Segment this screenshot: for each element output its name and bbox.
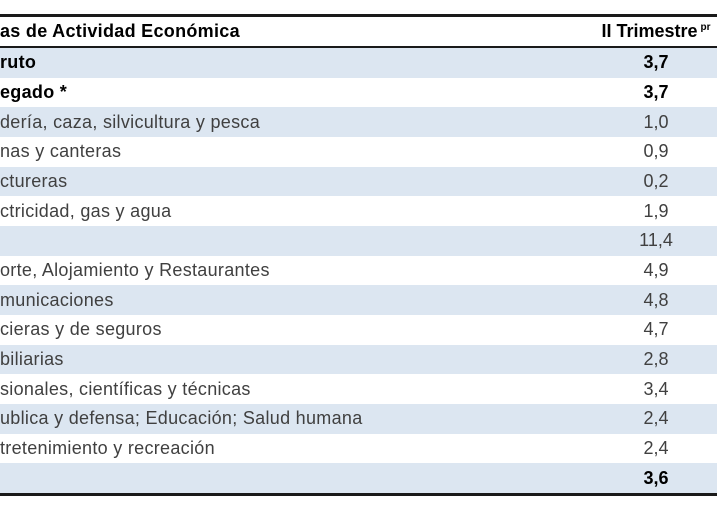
- table-row: dería, caza, silvicultura y pesca 1,0: [0, 107, 717, 138]
- header-value-column: II Trimestre pr: [595, 21, 717, 42]
- header-activity-column: as de Actividad Económica: [0, 21, 240, 41]
- row-value: 2,4: [643, 438, 669, 459]
- row-activity-label: municaciones: [0, 289, 114, 310]
- row-value: 3,7: [643, 52, 669, 73]
- table-top-border: [0, 14, 717, 17]
- table-row: egado * 3,7: [0, 77, 717, 108]
- economic-activity-table: as de Actividad Económica II Trimestre pr…: [0, 14, 717, 496]
- row-activity-label: ublica y defensa; Educación; Salud human…: [0, 408, 363, 429]
- row-value: 4,8: [643, 289, 669, 310]
- table-row: tretenimiento y recreación 2,4: [0, 433, 717, 464]
- row-value: 0,2: [643, 171, 669, 192]
- row-activity-label: sionales, científicas y técnicas: [0, 378, 251, 399]
- row-activity-label: orte, Alojamiento y Restaurantes: [0, 260, 270, 281]
- table-row: ublica y defensa; Educación; Salud human…: [0, 404, 717, 434]
- table-row: municaciones 4,8: [0, 285, 717, 316]
- row-activity-label: ctureras: [0, 171, 68, 192]
- row-value: 3,4: [643, 378, 669, 399]
- row-value: 4,7: [643, 319, 669, 340]
- row-activity-label: ruto: [0, 52, 37, 73]
- table-body: ruto 3,7 egado * 3,7 dería, caza, silvic…: [0, 48, 717, 494]
- table-row: ruto 3,7: [0, 48, 717, 78]
- row-value: 3,7: [643, 82, 669, 102]
- row-value: 2,4: [643, 408, 669, 429]
- row-activity-label: biliarias: [0, 349, 64, 370]
- row-activity-label: cieras y de seguros: [0, 319, 162, 340]
- table-bottom-border: [0, 493, 717, 496]
- table-row: 11,4: [0, 226, 717, 256]
- row-value: 0,9: [643, 141, 669, 162]
- table-row: biliarias 2,8: [0, 344, 717, 375]
- table-row: nas y canteras 0,9: [0, 137, 717, 167]
- table-row: cieras y de seguros 4,7: [0, 315, 717, 345]
- row-activity-label: nas y canteras: [0, 141, 122, 162]
- table-row: 3,6: [0, 463, 717, 494]
- row-value: 11,4: [639, 230, 673, 251]
- row-activity-label: ctricidad, gas y agua: [0, 200, 172, 221]
- row-value: 2,8: [643, 349, 669, 370]
- row-value: 1,9: [643, 200, 669, 221]
- row-activity-label: egado *: [0, 82, 68, 102]
- header-superscript-pr: pr: [700, 22, 711, 33]
- table-row: ctricidad, gas y agua 1,9: [0, 196, 717, 227]
- table-row: sionales, científicas y técnicas 3,4: [0, 374, 717, 405]
- row-value: 4,9: [643, 260, 669, 281]
- row-activity-label: tretenimiento y recreación: [0, 438, 215, 459]
- table-row: ctureras 0,2: [0, 166, 717, 197]
- table-header-row: as de Actividad Económica II Trimestre pr: [0, 17, 717, 48]
- row-value: 1,0: [643, 111, 669, 132]
- row-activity-label: dería, caza, silvicultura y pesca: [0, 111, 261, 132]
- row-value: 3,6: [643, 467, 669, 488]
- table-row: orte, Alojamiento y Restaurantes 4,9: [0, 255, 717, 286]
- header-quarter-label: II Trimestre: [601, 21, 698, 41]
